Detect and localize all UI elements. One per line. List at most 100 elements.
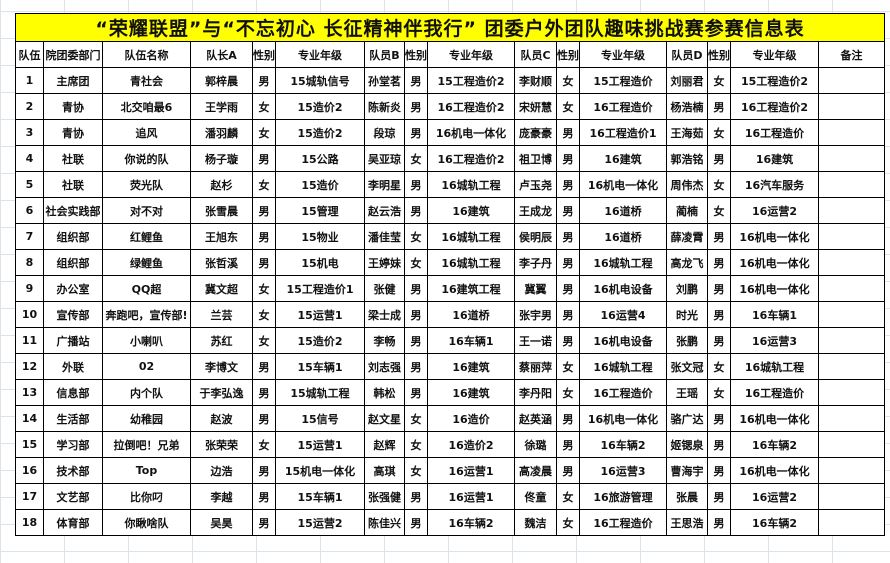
- cell-gender[interactable]: 女: [404, 405, 428, 432]
- cell-member-c[interactable]: 王一诺: [514, 327, 557, 354]
- cell-major-grade[interactable]: 15城轨工程: [275, 379, 365, 406]
- cell-remarks[interactable]: [818, 223, 885, 250]
- cell-member-d[interactable]: 高龙飞: [666, 249, 708, 276]
- cell-team-no[interactable]: 6: [15, 197, 44, 224]
- cell-major-grade[interactable]: 16工程造价: [579, 509, 667, 536]
- cell-major-grade[interactable]: 16运营4: [579, 301, 667, 328]
- cell-gender[interactable]: 女: [252, 327, 276, 354]
- cell-department[interactable]: 生活部: [43, 405, 103, 432]
- cell-captain-a[interactable]: 杨子璇: [190, 145, 253, 172]
- cell-team-no[interactable]: 18: [15, 509, 44, 536]
- cell-gender[interactable]: 男: [404, 171, 428, 198]
- cell-gender[interactable]: 男: [556, 457, 580, 484]
- cell-major-grade[interactable]: 15造价2: [275, 327, 365, 354]
- cell-gender[interactable]: 女: [252, 275, 276, 302]
- cell-major-grade[interactable]: 16运营2: [730, 483, 819, 510]
- cell-member-d[interactable]: 姬锶泉: [666, 431, 708, 458]
- cell-gender[interactable]: 男: [556, 301, 580, 328]
- cell-team-name[interactable]: 小喇叭: [102, 327, 191, 354]
- cell-major-grade[interactable]: 15工程造价1: [275, 275, 365, 302]
- cell-gender[interactable]: 男: [252, 223, 276, 250]
- cell-department[interactable]: 文艺部: [43, 483, 103, 510]
- cell-department[interactable]: 社会实践部: [43, 197, 103, 224]
- cell-member-d[interactable]: 王思浩: [666, 509, 708, 536]
- cell-gender[interactable]: 女: [404, 457, 428, 484]
- cell-member-c[interactable]: 宋妍慧: [514, 93, 557, 120]
- cell-member-c[interactable]: 高凌晨: [514, 457, 557, 484]
- cell-major-grade[interactable]: 15管理: [275, 197, 365, 224]
- cell-captain-a[interactable]: 郭梓晨: [190, 67, 253, 94]
- cell-major-grade[interactable]: 16城轨工程: [427, 171, 515, 198]
- cell-member-c[interactable]: 李丹阳: [514, 379, 557, 406]
- cell-member-b[interactable]: 高琪: [364, 457, 405, 484]
- cell-team-no[interactable]: 2: [15, 93, 44, 120]
- cell-member-d[interactable]: 薛凌霄: [666, 223, 708, 250]
- sheet-title[interactable]: “荣耀联盟”与“不忘初心 长征精神伴我行” 团委户外团队趣味挑战赛参赛信息表: [15, 13, 885, 42]
- cell-major-grade[interactable]: 16机电一体化: [730, 249, 819, 276]
- cell-gender[interactable]: 男: [707, 275, 731, 302]
- cell-department[interactable]: 组织部: [43, 249, 103, 276]
- cell-team-no[interactable]: 15: [15, 431, 44, 458]
- cell-team-name[interactable]: 幼稚园: [102, 405, 191, 432]
- cell-gender[interactable]: 男: [404, 93, 428, 120]
- cell-team-name[interactable]: 北交咱最6: [102, 93, 191, 120]
- cell-department[interactable]: 青协: [43, 93, 103, 120]
- cell-team-name[interactable]: 内个队: [102, 379, 191, 406]
- cell-gender[interactable]: 男: [404, 353, 428, 380]
- cell-team-no[interactable]: 11: [15, 327, 44, 354]
- cell-gender[interactable]: 男: [707, 145, 731, 172]
- cell-gender[interactable]: 男: [252, 483, 276, 510]
- cell-department[interactable]: 青协: [43, 119, 103, 146]
- cell-remarks[interactable]: [818, 171, 885, 198]
- cell-department[interactable]: 组织部: [43, 223, 103, 250]
- cell-member-d[interactable]: 杨浩楠: [666, 93, 708, 120]
- cell-captain-a[interactable]: 王旭东: [190, 223, 253, 250]
- cell-major-grade[interactable]: 15运营2: [275, 509, 365, 536]
- cell-gender[interactable]: 女: [707, 197, 731, 224]
- cell-captain-a[interactable]: 于李弘逸: [190, 379, 253, 406]
- cell-member-d[interactable]: 王海茹: [666, 119, 708, 146]
- cell-team-name[interactable]: Top: [102, 457, 191, 484]
- cell-captain-a[interactable]: 王学雨: [190, 93, 253, 120]
- cell-captain-a[interactable]: 边浩: [190, 457, 253, 484]
- cell-major-grade[interactable]: 15运营1: [275, 431, 365, 458]
- cell-major-grade[interactable]: 16机电一体化: [730, 405, 819, 432]
- cell-member-c[interactable]: 徐璐: [514, 431, 557, 458]
- cell-member-d[interactable]: 刘鹏: [666, 275, 708, 302]
- cell-department[interactable]: 体育部: [43, 509, 103, 536]
- cell-team-name[interactable]: 比你叼: [102, 483, 191, 510]
- cell-team-name[interactable]: 拉倒吧！兄弟: [102, 431, 191, 458]
- cell-member-d[interactable]: 周伟杰: [666, 171, 708, 198]
- cell-major-grade[interactable]: 16汽车服务: [730, 171, 819, 198]
- cell-gender[interactable]: 女: [404, 431, 428, 458]
- cell-major-grade[interactable]: 16建筑: [427, 353, 515, 380]
- cell-gender[interactable]: 男: [404, 119, 428, 146]
- cell-gender[interactable]: 女: [707, 119, 731, 146]
- cell-gender[interactable]: 男: [556, 119, 580, 146]
- cell-member-c[interactable]: 祖卫博: [514, 145, 557, 172]
- cell-gender[interactable]: 女: [252, 93, 276, 120]
- cell-member-c[interactable]: 佟童: [514, 483, 557, 510]
- cell-captain-a[interactable]: 冀文超: [190, 275, 253, 302]
- cell-major-grade[interactable]: 16工程造价2: [730, 93, 819, 120]
- header-member-d[interactable]: 队员D: [666, 41, 708, 68]
- cell-gender[interactable]: 男: [404, 301, 428, 328]
- cell-gender[interactable]: 男: [707, 457, 731, 484]
- cell-gender[interactable]: 男: [707, 93, 731, 120]
- cell-member-d[interactable]: 张鹏: [666, 327, 708, 354]
- cell-team-no[interactable]: 5: [15, 171, 44, 198]
- cell-major-grade[interactable]: 16城轨工程: [579, 249, 667, 276]
- cell-captain-a[interactable]: 赵杉: [190, 171, 253, 198]
- cell-gender[interactable]: 男: [252, 249, 276, 276]
- cell-team-name[interactable]: 你说的队: [102, 145, 191, 172]
- cell-member-d[interactable]: 曹海宇: [666, 457, 708, 484]
- cell-department[interactable]: 宣传部: [43, 301, 103, 328]
- cell-gender[interactable]: 女: [252, 301, 276, 328]
- cell-member-c[interactable]: 卢玉尧: [514, 171, 557, 198]
- cell-major-grade[interactable]: 16车辆2: [730, 431, 819, 458]
- cell-major-grade[interactable]: 16机电一体化: [427, 119, 515, 146]
- cell-member-b[interactable]: 陈佳兴: [364, 509, 405, 536]
- cell-remarks[interactable]: [818, 197, 885, 224]
- header-member-c[interactable]: 队员C: [514, 41, 557, 68]
- cell-remarks[interactable]: [818, 353, 885, 380]
